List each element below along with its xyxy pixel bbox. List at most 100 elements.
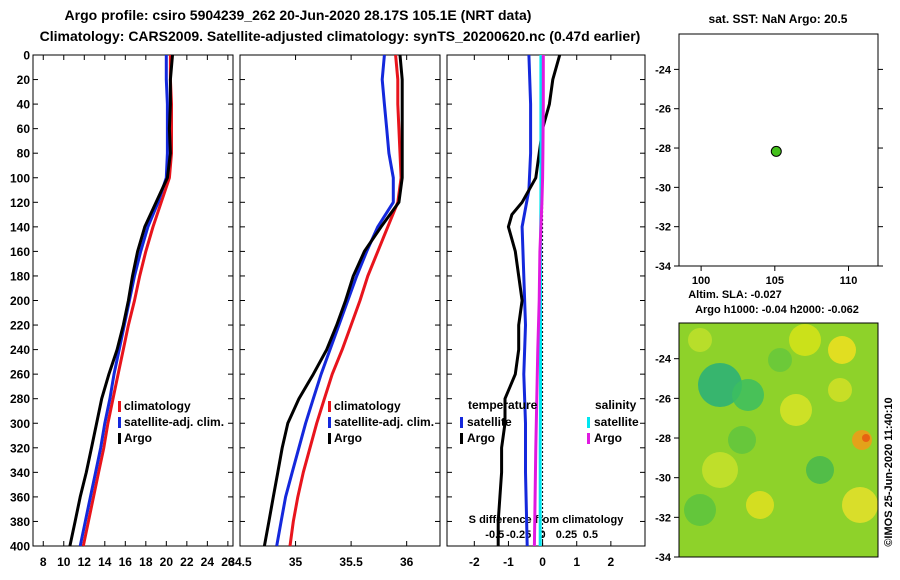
sla-anomaly-blob	[828, 336, 856, 364]
x-tick-label-salinity: 35.5	[339, 555, 363, 569]
lon-tick-label: 110	[840, 275, 858, 287]
x-tick-label-temperature: 8	[40, 555, 47, 569]
profile-panel-frame-difference	[446, 54, 646, 547]
s-diff-tick-label: -0.5	[485, 529, 504, 541]
x-tick-label-difference: 0	[539, 555, 546, 569]
sla-anomaly-blob	[728, 426, 756, 454]
legend-heading-temperature: temperature	[468, 398, 538, 412]
profile-panel-frame-salinity	[239, 54, 441, 547]
x-tick-label-temperature: 24	[201, 555, 215, 569]
x-tick-label-temperature: 16	[119, 555, 133, 569]
legend-swatch	[328, 433, 331, 444]
argo-float-location-marker	[770, 145, 782, 157]
x-tick-label-salinity: 36	[400, 555, 414, 569]
depth-tick-label: 260	[10, 368, 30, 382]
sla-lat-tick-label: -24	[655, 354, 672, 366]
depth-tick-label: 220	[10, 319, 30, 333]
series-line-temperature	[81, 55, 173, 547]
sla-anomaly-blob	[746, 491, 774, 519]
legend-swatch	[328, 401, 331, 412]
depth-tick-label: 120	[10, 196, 30, 210]
sla-anomaly-blob	[698, 363, 742, 407]
lat-tick-label: -30	[655, 182, 671, 194]
depth-tick-label: 20	[17, 73, 31, 87]
depth-tick-label: 60	[17, 122, 31, 136]
sla-anomaly-blob	[842, 487, 878, 523]
figure-title-line2: Climatology: CARS2009. Satellite-adjuste…	[40, 28, 641, 44]
sla-lat-tick-label: -30	[655, 473, 671, 485]
imos-credit: ©IMOS 25-Jun-2020 11:40:10	[883, 397, 895, 546]
depth-tick-label: 180	[10, 269, 30, 283]
x-tick-label-difference: 2	[608, 555, 615, 569]
series-line-difference	[496, 54, 562, 546]
legend-swatch	[118, 417, 121, 428]
x-tick-label-salinity: 35	[289, 555, 303, 569]
depth-tick-label: 0	[23, 49, 30, 63]
depth-tick-label: 300	[10, 417, 30, 431]
location-panel-title: sat. SST: NaN Argo: 20.5	[709, 12, 848, 26]
series-line-salinity	[275, 54, 395, 547]
sla-lat-tick-label: -34	[655, 552, 672, 564]
s-diff-caption: S difference from climatology	[469, 514, 625, 526]
depth-tick-label: 340	[10, 466, 30, 480]
sla-lat-tick-label: -32	[655, 512, 671, 524]
legend-swatch	[328, 417, 331, 428]
depth-tick-label: 400	[10, 540, 30, 554]
sla-anomaly-blob	[684, 494, 716, 526]
location-panel-frame	[678, 33, 879, 267]
x-tick-label-temperature: 26	[221, 555, 235, 569]
s-diff-tick-label: 0.25	[556, 529, 577, 541]
legend-label: Argo	[467, 431, 495, 445]
sla-lat-tick-label: -26	[655, 393, 671, 405]
sla-anomaly-blob	[862, 434, 870, 442]
legend-label: satellite	[594, 415, 639, 429]
legend-swatch	[118, 401, 121, 412]
series-line-difference	[520, 54, 533, 547]
lat-tick-label: -28	[655, 143, 671, 155]
sla-anomaly-blob	[688, 328, 712, 352]
lon-tick-label: 105	[766, 275, 784, 287]
legend-label: Argo	[594, 431, 622, 445]
x-tick-label-temperature: 10	[57, 555, 71, 569]
s-diff-tick-label: -0.25	[506, 529, 531, 541]
depth-tick-label: 280	[10, 392, 30, 406]
depth-tick-label: 360	[10, 490, 30, 504]
sla-anomaly-blob	[702, 452, 738, 488]
legend-label: Argo	[334, 431, 362, 445]
x-tick-label-temperature: 22	[180, 555, 194, 569]
sla-title-line2: Argo h1000: -0.04 h2000: -0.062	[695, 304, 859, 316]
legend-swatch	[460, 433, 463, 444]
depth-tick-label: 40	[17, 98, 31, 112]
depth-tick-label: 380	[10, 515, 30, 529]
figure-title-line1: Argo profile: csiro 5904239_262 20-Jun-2…	[65, 7, 532, 23]
legend-swatch	[587, 433, 590, 444]
legend-label: satellite-adj. clim.	[334, 415, 434, 429]
depth-tick-label: 80	[17, 147, 31, 161]
s-diff-tick-label: 0	[540, 529, 546, 541]
sla-anomaly-blob	[768, 348, 792, 372]
depth-tick-label: 160	[10, 245, 30, 259]
lat-tick-label: -32	[655, 222, 671, 234]
series-line-salinity	[288, 54, 403, 547]
legend-label: climatology	[334, 399, 401, 413]
x-tick-label-salinity: 34.5	[228, 555, 252, 569]
x-tick-label-temperature: 12	[78, 555, 92, 569]
x-tick-label-difference: -1	[503, 555, 514, 569]
depth-tick-label: 200	[10, 294, 30, 308]
legend-label: climatology	[124, 399, 191, 413]
sla-title-line1: Altim. SLA: -0.027	[688, 289, 782, 301]
x-tick-label-difference: 1	[573, 555, 580, 569]
sla-panel-frame	[678, 322, 879, 558]
series-line-temperature	[78, 55, 169, 547]
lat-tick-label: -24	[655, 64, 672, 76]
legend-swatch	[460, 417, 463, 428]
sla-anomaly-blob	[828, 378, 852, 402]
legend-label: Argo	[124, 431, 152, 445]
legend-label: satellite	[467, 415, 512, 429]
depth-tick-label: 240	[10, 343, 30, 357]
sla-lat-tick-label: -28	[655, 433, 671, 445]
legend-swatch	[118, 433, 121, 444]
legend-heading-salinity: salinity	[595, 398, 637, 412]
legend-swatch	[587, 417, 590, 428]
